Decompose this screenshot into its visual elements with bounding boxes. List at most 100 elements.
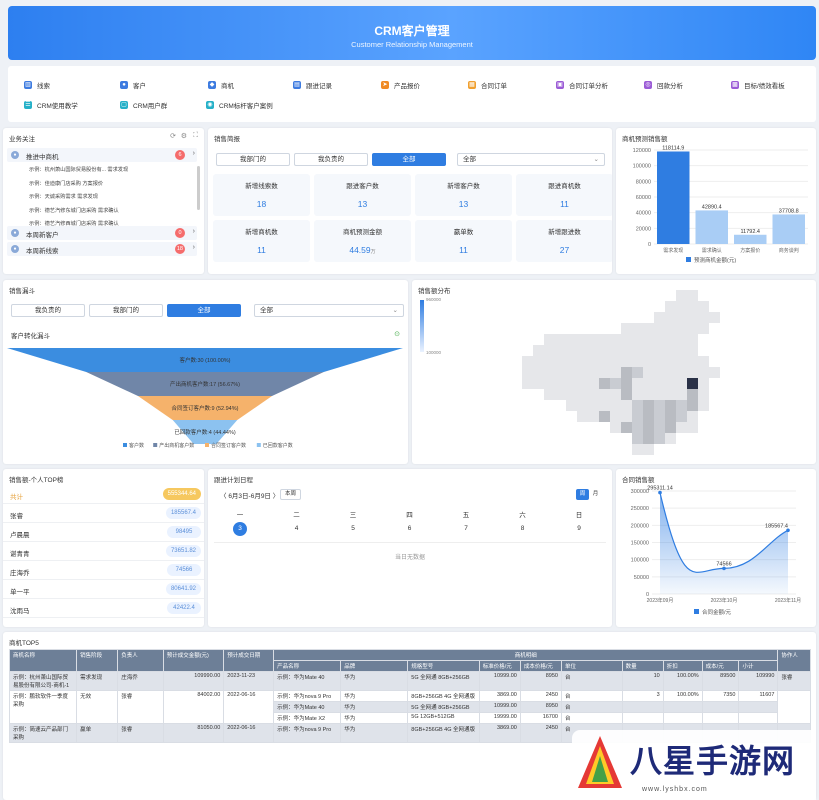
calendar-day[interactable]: 7 [464,525,468,532]
column-header[interactable]: 预计成交金额(元) [162,649,225,672]
scrollbar[interactable] [197,166,200,210]
column-header[interactable]: 商机名称 [8,649,78,672]
map-region[interactable] [621,378,632,389]
calendar-day[interactable]: 3 [233,522,247,536]
map-region[interactable] [588,345,599,356]
map-region[interactable] [610,400,621,411]
map-region[interactable] [577,345,588,356]
map-region[interactable] [621,334,632,345]
map-region[interactable] [654,389,665,400]
map-region[interactable] [643,367,654,378]
nav-item-10[interactable]: ▢ CRM用户群 [120,100,167,110]
funnel-stage[interactable] [138,396,272,420]
nav-item-9[interactable]: ☰ CRM使用教学 [24,100,78,110]
map-region[interactable] [643,356,654,367]
nav-item-7[interactable]: ◎ 回款分析 [644,80,683,90]
map-region[interactable] [599,411,610,422]
map-region[interactable] [610,334,621,345]
map-region[interactable] [676,400,687,411]
data-point[interactable] [786,528,790,533]
map-region[interactable] [698,389,709,400]
map-region[interactable] [632,345,643,356]
brief-scope-select[interactable]: 全部 ⌄ [457,153,605,166]
map-region[interactable] [610,345,621,356]
map-region[interactable] [676,301,687,312]
focus-item[interactable]: 示例：德艺汽修西城门店采购 需求确认 [29,221,119,227]
map-region[interactable] [676,367,687,378]
map-region[interactable] [698,323,709,334]
map-region[interactable] [632,323,643,334]
bar[interactable] [772,214,806,244]
map-region[interactable] [588,389,599,400]
map-region[interactable] [654,312,665,323]
map-region[interactable] [687,367,698,378]
map-region[interactable] [643,400,654,411]
ranking-row[interactable]: 沈雨马 42422.4 [3,599,204,618]
focus-item[interactable]: 示例：德艺汽修东城门店采购 需求确认 [29,207,119,214]
nav-item-5[interactable]: ▦ 合同订单 [468,80,507,90]
bar[interactable] [695,210,729,244]
map-region[interactable] [533,378,544,389]
map-region[interactable] [610,411,621,422]
map-region[interactable] [632,356,643,367]
map-region[interactable] [665,378,676,389]
map-region[interactable] [522,367,533,378]
map-region[interactable] [665,312,676,323]
map-region[interactable] [654,345,665,356]
map-region[interactable] [665,411,676,422]
map-region[interactable] [698,378,709,389]
focus-item[interactable]: 示例：佳迪康门店采购 方案报价 [29,180,104,187]
map-region[interactable] [643,422,654,433]
stat-card[interactable]: 跟进商机数 11 [516,174,612,216]
map-region[interactable] [665,301,676,312]
map-region[interactable] [577,378,588,389]
map-region[interactable] [566,400,577,411]
map-region[interactable] [621,323,632,334]
funnel-stage[interactable] [86,372,324,396]
map-region[interactable] [654,433,665,444]
map-region[interactable] [643,334,654,345]
ranking-row[interactable]: 庄海乔 74566 [3,561,204,580]
map-region[interactable] [709,367,720,378]
map-region[interactable] [643,433,654,444]
map-region[interactable] [610,422,621,433]
map-region[interactable] [676,389,687,400]
map-region[interactable] [687,290,698,301]
map-region[interactable] [555,334,566,345]
column-header[interactable]: 品牌 [340,660,409,672]
ranking-row[interactable]: 张睿 185567.4 [3,504,204,523]
ranking-row[interactable]: 谌青青 73651.82 [3,542,204,561]
column-header[interactable]: 折扣 [662,660,703,672]
map-region[interactable] [544,367,555,378]
map-region[interactable] [687,312,698,323]
map-region[interactable] [676,323,687,334]
chevron-right-icon[interactable]: 〉 [272,493,280,500]
map-region[interactable] [621,411,632,422]
tab-2[interactable]: 全部 [167,304,241,317]
map-region[interactable] [654,367,665,378]
map-region[interactable] [687,334,698,345]
stat-card[interactable]: 新增跟进数 27 [516,220,612,262]
map-region[interactable] [665,433,676,444]
map-region[interactable] [522,356,533,367]
map-region[interactable] [676,378,687,389]
this-week-button[interactable]: 本周 [280,489,302,500]
map-region[interactable] [676,334,687,345]
map-region[interactable] [698,400,709,411]
map-region[interactable] [687,411,698,422]
map-region[interactable] [555,345,566,356]
nav-item-8[interactable]: ▩ 目标/绩效看板 [731,80,785,90]
map-region[interactable] [632,400,643,411]
column-header[interactable]: 销售阶段 [76,649,119,672]
date-range[interactable]: 〈 6月3日-6月9日 〉 [220,493,280,500]
map-region[interactable] [687,323,698,334]
map-region[interactable] [599,400,610,411]
view-toggle-0[interactable]: 周 [576,489,589,500]
funnel-stage[interactable] [172,420,238,444]
china-map[interactable] [522,290,722,460]
map-region[interactable] [566,345,577,356]
info-icon[interactable]: ⊙ [394,331,400,338]
map-region[interactable] [654,378,665,389]
map-region[interactable] [643,378,654,389]
map-region[interactable] [665,422,676,433]
